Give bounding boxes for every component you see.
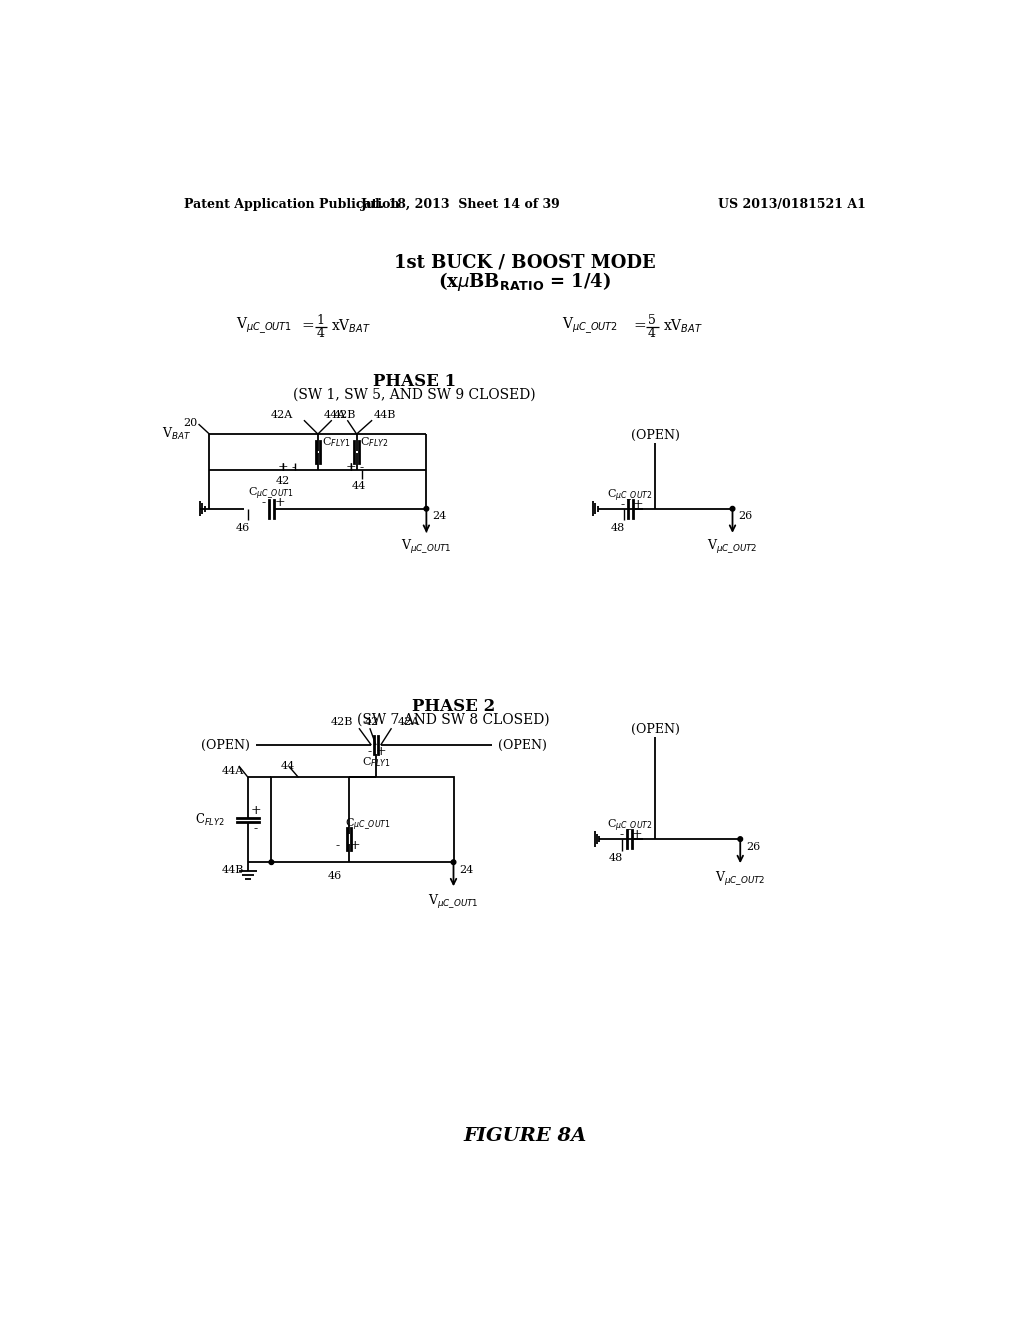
Text: V$_{\mu C\_OUT2}$: V$_{\mu C\_OUT2}$ bbox=[708, 539, 758, 556]
Text: xV$_{BAT}$: xV$_{BAT}$ bbox=[663, 318, 702, 335]
Text: +: + bbox=[274, 496, 286, 510]
Text: 44A: 44A bbox=[222, 767, 245, 776]
Text: 24: 24 bbox=[432, 511, 446, 521]
Text: 4: 4 bbox=[648, 326, 656, 339]
Text: 26: 26 bbox=[738, 511, 753, 521]
Text: (SW 1, SW 5, AND SW 9 CLOSED): (SW 1, SW 5, AND SW 9 CLOSED) bbox=[294, 388, 536, 401]
Text: -: - bbox=[336, 838, 340, 851]
Text: V$_{\mu C\_OUT1}$: V$_{\mu C\_OUT1}$ bbox=[401, 539, 452, 556]
Text: 24: 24 bbox=[460, 865, 474, 875]
Circle shape bbox=[730, 507, 735, 511]
Text: C$_{\mu C\_OUT2}$: C$_{\mu C\_OUT2}$ bbox=[607, 817, 652, 833]
Text: +: + bbox=[633, 498, 643, 511]
Text: (OPEN): (OPEN) bbox=[499, 739, 547, 751]
Text: 42: 42 bbox=[275, 477, 290, 486]
Text: 46: 46 bbox=[236, 523, 250, 533]
Text: (OPEN): (OPEN) bbox=[631, 723, 680, 737]
Text: 44A: 44A bbox=[324, 409, 346, 420]
Text: V$_{\mu C\_OUT1}$: V$_{\mu C\_OUT1}$ bbox=[428, 894, 479, 911]
Text: 46: 46 bbox=[328, 871, 342, 880]
Text: 44B: 44B bbox=[374, 409, 396, 420]
Text: PHASE 1: PHASE 1 bbox=[373, 374, 457, 391]
Text: Patent Application Publication: Patent Application Publication bbox=[183, 198, 399, 211]
Text: =: = bbox=[633, 319, 646, 333]
Text: +: + bbox=[251, 804, 261, 817]
Text: (OPEN): (OPEN) bbox=[631, 429, 680, 442]
Text: V$_{BAT}$: V$_{BAT}$ bbox=[163, 426, 191, 442]
Text: (SW 7 AND SW 8 CLOSED): (SW 7 AND SW 8 CLOSED) bbox=[357, 713, 550, 727]
Text: C$_{FLY1}$: C$_{FLY1}$ bbox=[361, 755, 390, 770]
Text: -: - bbox=[620, 828, 624, 841]
Text: 44B: 44B bbox=[222, 865, 245, 875]
Text: Jul. 18, 2013  Sheet 14 of 39: Jul. 18, 2013 Sheet 14 of 39 bbox=[361, 198, 561, 211]
Text: C$_{\mu C\_OUT2}$: C$_{\mu C\_OUT2}$ bbox=[607, 487, 652, 503]
Text: +: + bbox=[278, 462, 289, 474]
Text: FIGURE 8A: FIGURE 8A bbox=[463, 1127, 587, 1146]
Text: C$_{\mu C\_OUT1}$: C$_{\mu C\_OUT1}$ bbox=[345, 816, 391, 832]
Text: 48: 48 bbox=[610, 523, 625, 533]
Text: C$_{FLY2}$: C$_{FLY2}$ bbox=[195, 812, 225, 828]
Circle shape bbox=[424, 507, 429, 511]
Text: V$_{\mu C\_OUT1}$: V$_{\mu C\_OUT1}$ bbox=[237, 315, 293, 337]
Circle shape bbox=[269, 859, 273, 865]
Text: C$_{FLY2}$: C$_{FLY2}$ bbox=[359, 434, 388, 449]
Text: 42B: 42B bbox=[334, 409, 355, 420]
Text: 1st BUCK / BOOST MODE: 1st BUCK / BOOST MODE bbox=[394, 253, 655, 272]
Bar bbox=[271, 777, 454, 862]
Text: +: + bbox=[350, 838, 360, 851]
Text: -: - bbox=[368, 744, 372, 758]
Text: 4: 4 bbox=[316, 326, 325, 339]
Text: (x$\mu$BB$_{\mathbf{RATIO}}$ = 1/4): (x$\mu$BB$_{\mathbf{RATIO}}$ = 1/4) bbox=[438, 271, 611, 293]
Text: 42A: 42A bbox=[270, 409, 293, 420]
Text: 42: 42 bbox=[365, 717, 379, 727]
Text: C$_{FLY1}$: C$_{FLY1}$ bbox=[322, 434, 350, 449]
Text: 26: 26 bbox=[746, 842, 761, 851]
Text: 5: 5 bbox=[648, 314, 655, 327]
Text: +: + bbox=[376, 744, 387, 758]
Text: +: + bbox=[632, 828, 642, 841]
Text: -: - bbox=[254, 822, 258, 836]
Text: -: - bbox=[261, 496, 265, 510]
Text: =: = bbox=[301, 319, 314, 333]
Text: -: - bbox=[360, 462, 365, 474]
Text: V$_{\mu C\_OUT2}$: V$_{\mu C\_OUT2}$ bbox=[715, 870, 766, 888]
Circle shape bbox=[452, 859, 456, 865]
Text: 42A: 42A bbox=[397, 717, 420, 727]
Circle shape bbox=[738, 837, 742, 841]
Text: -: - bbox=[621, 498, 625, 511]
Text: 44: 44 bbox=[352, 480, 366, 491]
Text: V$_{\mu C\_OUT2}$: V$_{\mu C\_OUT2}$ bbox=[562, 315, 618, 337]
Text: (OPEN): (OPEN) bbox=[201, 739, 250, 751]
Text: 42B: 42B bbox=[331, 717, 352, 727]
Text: 1: 1 bbox=[316, 314, 325, 327]
Text: 48: 48 bbox=[609, 853, 624, 863]
Text: +: + bbox=[346, 462, 356, 474]
Text: xV$_{BAT}$: xV$_{BAT}$ bbox=[331, 318, 371, 335]
Text: PHASE 2: PHASE 2 bbox=[412, 698, 496, 715]
Text: -: - bbox=[291, 462, 295, 474]
Text: 20: 20 bbox=[183, 417, 198, 428]
Text: 44: 44 bbox=[281, 760, 295, 771]
Text: US 2013/0181521 A1: US 2013/0181521 A1 bbox=[718, 198, 866, 211]
Text: C$_{\mu C\_OUT1}$: C$_{\mu C\_OUT1}$ bbox=[248, 486, 294, 502]
